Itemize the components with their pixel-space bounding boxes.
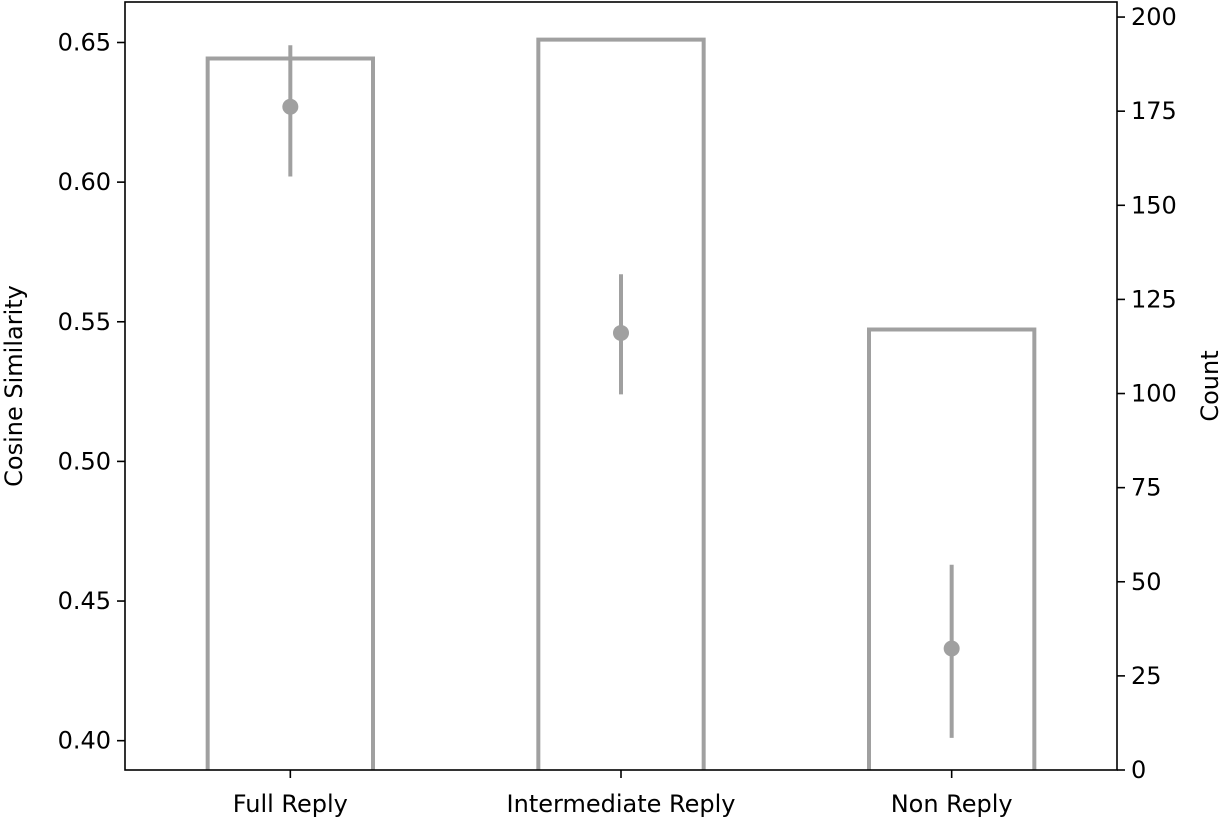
left-y-axis-label: Cosine Similarity	[0, 285, 28, 487]
error-bar-group	[288, 45, 954, 738]
right-y-tick-label: 50	[1131, 568, 1162, 596]
left-y-tick-label: 0.55	[58, 308, 111, 336]
right-y-tick-label: 150	[1131, 191, 1177, 219]
point-intermediate-reply	[613, 324, 629, 341]
left-y-tick-label: 0.50	[58, 447, 111, 475]
bar-intermediate-reply	[536, 37, 706, 770]
bar-group	[205, 37, 1037, 770]
right-y-axis: 0 25 50 75 100 125 150 175 200	[1117, 3, 1177, 784]
left-y-tick-label: 0.45	[58, 587, 111, 615]
right-y-tick-label: 200	[1131, 3, 1177, 31]
x-tick-label: Non Reply	[891, 790, 1013, 818]
right-y-tick-label: 75	[1131, 474, 1162, 502]
right-y-tick-label: 25	[1131, 662, 1162, 690]
left-y-tick-label: 0.40	[58, 727, 111, 755]
left-y-tick-label: 0.65	[58, 28, 111, 56]
right-y-tick-label: 100	[1131, 380, 1177, 408]
x-axis: Full Reply Intermediate Reply Non Reply	[233, 770, 1013, 818]
right-y-tick-label: 125	[1131, 285, 1177, 313]
point-full-reply	[282, 98, 299, 115]
bar-non-reply	[867, 327, 1037, 770]
x-tick-label: Intermediate Reply	[507, 790, 736, 818]
x-tick-label: Full Reply	[233, 790, 348, 818]
point-group	[282, 98, 960, 657]
left-y-axis: 0.40 0.45 0.50 0.55 0.60 0.65	[58, 28, 125, 755]
point-non-reply	[943, 640, 960, 657]
right-y-tick-label: 0	[1131, 756, 1146, 784]
right-y-tick-label: 175	[1131, 97, 1177, 125]
left-y-tick-label: 0.60	[58, 168, 111, 196]
right-y-axis-label: Count	[1196, 350, 1224, 421]
